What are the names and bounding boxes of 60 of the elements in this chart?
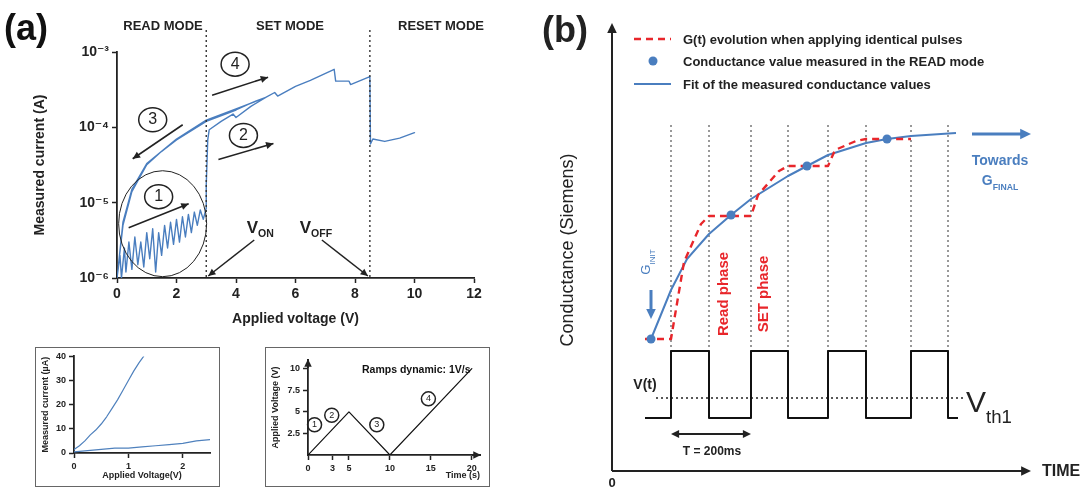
x-tick-label: 15 <box>425 462 436 473</box>
text: SET phase <box>754 255 771 333</box>
text: Read phase <box>714 251 731 337</box>
annotation: 3 <box>148 110 158 128</box>
x-tick-label: 10 <box>406 285 423 302</box>
x-tick-label: 0 <box>71 460 77 471</box>
y-tick-label: 2.5 <box>287 427 300 438</box>
y-tick-label: 30 <box>55 375 66 386</box>
text: SET MODE <box>256 17 325 33</box>
text: RESET MODE <box>398 17 485 33</box>
text: V(t) <box>633 376 657 392</box>
text: (b) <box>542 9 588 50</box>
y-axis-title: Applied Voltage (V) <box>269 366 280 449</box>
x-tick-label: 6 <box>291 285 300 302</box>
chart-title: Ramps dynamic: 1V/s <box>362 362 471 375</box>
y-tick-label: 10 <box>55 423 66 434</box>
text: Conductance value measured in the READ mode <box>683 54 985 69</box>
annotation: 1 <box>312 419 318 430</box>
y-axis-title: Measured current (A) <box>31 94 48 236</box>
annotation: 3 <box>374 419 380 430</box>
x-axis-title: Time (s) <box>445 470 480 481</box>
text: V$_{th1}$ <box>966 385 1012 427</box>
text: Towards G$_{FINAL}$ <box>971 152 1029 192</box>
x-tick-label: 0 <box>305 462 311 473</box>
annotation: 2 <box>329 409 335 420</box>
y-tick-label: 0 <box>60 447 66 458</box>
y-axis-title: Measured current (µA) <box>39 356 50 453</box>
annotation: 2 <box>238 125 248 143</box>
text: READ MODE <box>123 17 204 33</box>
y-tick-label: 10 <box>289 363 300 374</box>
y-tick-label: 7.5 <box>287 384 300 395</box>
x-tick-label: 3 <box>330 462 336 473</box>
x-axis-title: Applied Voltage(V) <box>102 470 182 481</box>
x-tick-label: 1 <box>125 460 131 471</box>
text: 0 <box>608 475 616 490</box>
x-tick-label: 8 <box>351 285 360 302</box>
y-tick-label: 20 <box>55 399 66 410</box>
x-tick-label: 0 <box>113 285 122 302</box>
x-tick-label: 2 <box>172 285 181 302</box>
chart-title: (a) <box>4 6 48 48</box>
text: G(t) evolution when applying identical pulses <box>683 32 963 47</box>
x-tick-label: 2 <box>180 460 186 471</box>
y-tick-label: 40 <box>55 350 66 361</box>
y-tick-label: 10⁻³ <box>81 42 110 59</box>
y-tick-label: 10⁻⁵ <box>79 193 109 210</box>
x-tick-label: 5 <box>346 462 352 473</box>
x-tick-label: 4 <box>232 285 241 302</box>
y-tick-label: 10⁻⁴ <box>79 118 110 135</box>
x-axis-title: Applied voltage (V) <box>232 310 359 327</box>
text: TIME <box>1042 462 1081 479</box>
text: Conductance (Siemens) <box>557 153 577 347</box>
x-tick-label: 10 <box>384 462 395 473</box>
y-tick-label: 5 <box>294 406 300 417</box>
annotation: 1 <box>154 187 164 205</box>
annotation: 4 <box>425 393 431 404</box>
annotation: 4 <box>230 54 240 72</box>
x-tick-label: 12 <box>466 285 482 302</box>
y-tick-label: 10⁻⁶ <box>79 268 109 285</box>
text: T = 200ms <box>682 444 742 458</box>
text: Fit of the measured conductance values <box>683 77 931 92</box>
